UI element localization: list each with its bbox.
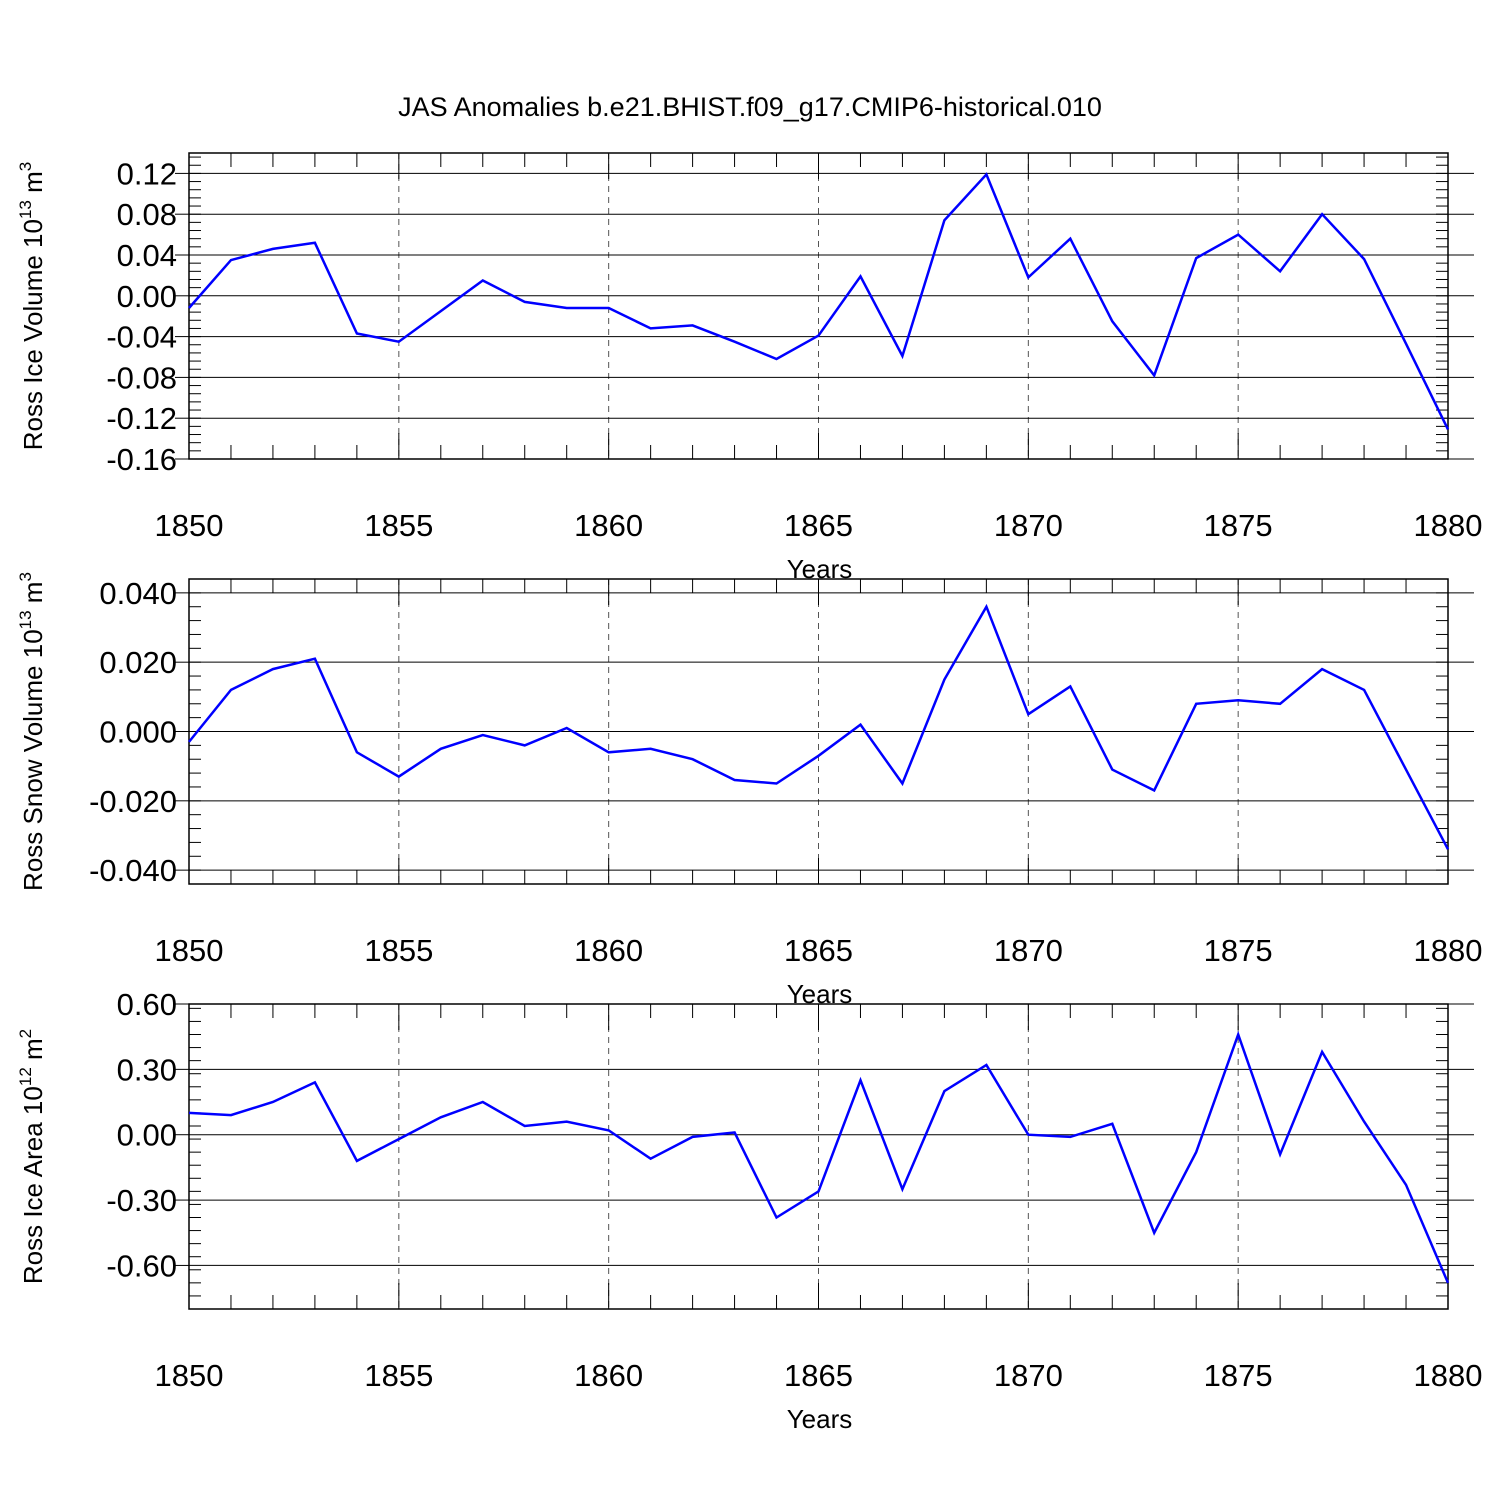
chart-title: JAS Anomalies b.e21.BHIST.f09_g17.CMIP6-… (398, 92, 1102, 122)
x-tick-label: 1875 (1204, 933, 1273, 968)
x-tick-label: 1865 (784, 508, 853, 543)
y-axis-label: Ross Ice Area 1012 m2 (16, 1029, 48, 1284)
y-tick-label: -0.040 (89, 853, 177, 888)
y-axis-label-exponent: 13 (16, 610, 35, 629)
y-tick-label: 0.08 (117, 197, 177, 232)
x-tick-label: 1860 (574, 1358, 643, 1393)
y-axis-label-unit: m (18, 582, 48, 611)
y-tick-label: -0.16 (106, 442, 177, 477)
x-axis-label: Years (787, 1404, 853, 1434)
y-tick-label: 0.60 (117, 987, 177, 1022)
y-axis-label-unit: m (18, 1038, 48, 1067)
y-axis-label-exponent: 13 (16, 200, 35, 219)
x-tick-label: 1860 (574, 508, 643, 543)
y-tick-label: 0.04 (117, 238, 177, 273)
series-line (188, 1030, 1450, 1284)
x-tick-label: 1880 (1414, 508, 1483, 543)
y-tick-label: -0.30 (106, 1183, 177, 1218)
y-tick-label: -0.020 (89, 784, 177, 819)
x-tick-label: 1850 (155, 933, 224, 968)
x-tick-label: 1870 (994, 933, 1063, 968)
y-axis-label-text: Ross Ice Area 10 (18, 1086, 48, 1284)
panels: 0.12 0.08 0.04 0.00 -0.04 -0.08 -0.12 -0.16 1850… (16, 152, 1483, 1434)
x-tick-label: 1850 (155, 508, 224, 543)
y-axis-label-text: Ross Snow Volume 10 (18, 629, 48, 891)
panel-1: 0.12 0.08 0.04 0.00 -0.04 -0.08 -0.12 -0.16 1850… (16, 152, 1483, 584)
x-tick-label: 1855 (364, 933, 433, 968)
x-tick-label: 1865 (784, 1358, 853, 1393)
y-tick-label: 0.00 (117, 279, 177, 314)
x-tick-label: 1870 (994, 1358, 1063, 1393)
y-tick-label: 0.30 (117, 1052, 177, 1087)
x-tick-label: 1860 (574, 933, 643, 968)
y-tick-label: -0.08 (106, 360, 177, 395)
y-axis-label-unit-exponent: 3 (16, 162, 35, 171)
series-line (188, 603, 1450, 850)
y-axis-label-unit: m (18, 171, 48, 200)
x-tick-label: 1870 (994, 508, 1063, 543)
y-tick-label: 0.00 (117, 1118, 177, 1153)
y-tick-label: 0.040 (99, 576, 177, 611)
panel-2: 0.040 0.020 0.000 -0.020 -0.040 1850 1855 1860 1… (16, 572, 1482, 1009)
x-tick-label: 1850 (155, 1358, 224, 1393)
x-tick-label: 1855 (364, 1358, 433, 1393)
y-axis-label-text: Ross Ice Volume 10 (18, 219, 48, 450)
y-axis-label-unit-exponent: 3 (16, 572, 35, 581)
panel-3: 0.60 0.30 0.00 -0.30 -0.60 1850 1855 1860 1865 18… (16, 987, 1482, 1434)
y-axis-label-unit-exponent: 2 (16, 1029, 35, 1038)
y-axis-label: Ross Ice Volume 1013 m3 (16, 162, 48, 451)
y-tick-label: -0.04 (106, 320, 177, 355)
series-line (188, 172, 1450, 430)
y-tick-label: 0.12 (117, 156, 177, 191)
x-tick-label: 1875 (1204, 1358, 1273, 1393)
y-axis-label: Ross Snow Volume 1013 m3 (16, 572, 48, 891)
y-tick-label: -0.60 (106, 1248, 177, 1283)
x-tick-label: 1880 (1414, 933, 1483, 968)
x-tick-label: 1865 (784, 933, 853, 968)
x-tick-label: 1880 (1414, 1358, 1483, 1393)
x-tick-label: 1855 (364, 508, 433, 543)
y-tick-label: 0.000 (99, 715, 177, 750)
y-axis-label-exponent: 12 (16, 1067, 35, 1086)
y-tick-label: 0.020 (99, 645, 177, 680)
x-tick-label: 1875 (1204, 508, 1273, 543)
y-tick-label: -0.12 (106, 401, 177, 436)
